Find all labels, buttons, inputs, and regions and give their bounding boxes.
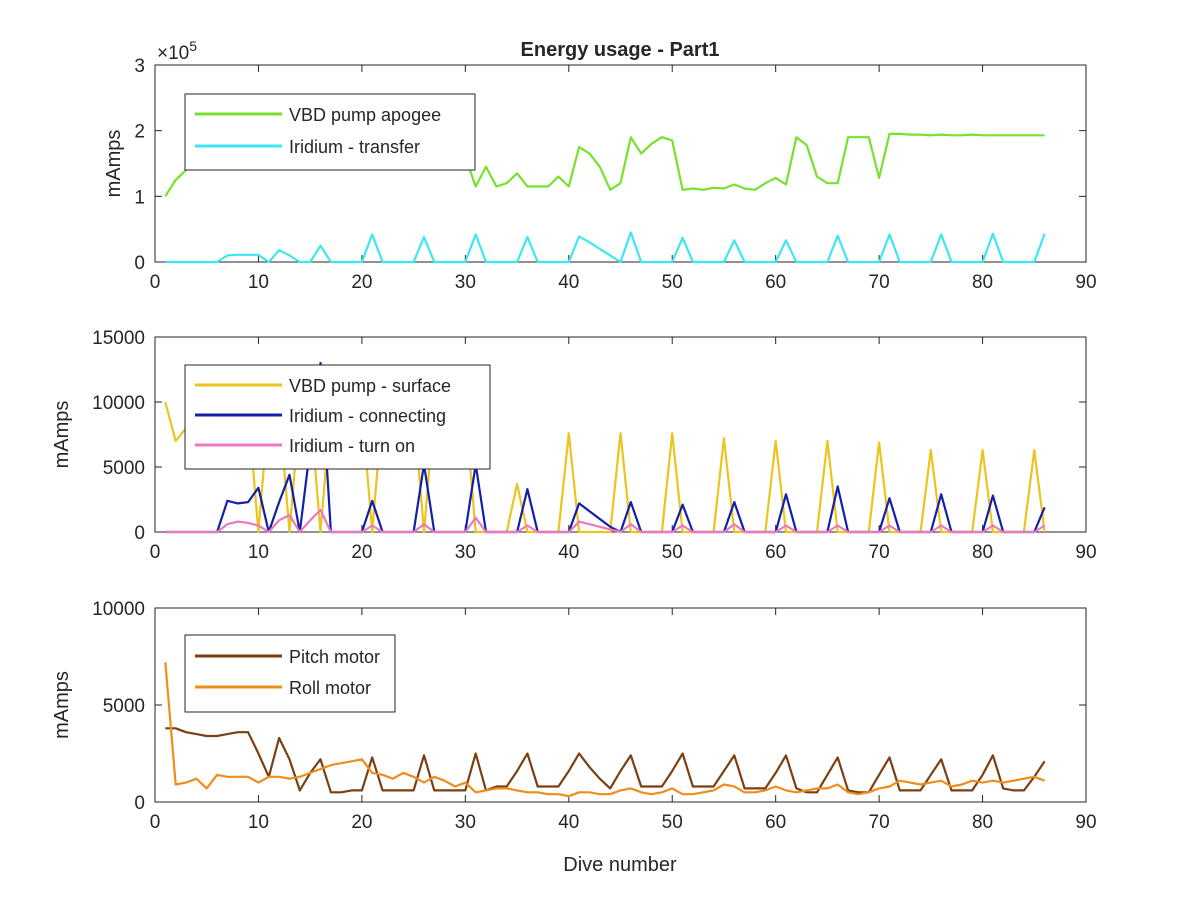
x-tick-label: 10 xyxy=(248,272,269,293)
figure-title: Energy usage - Part1 xyxy=(521,39,720,61)
x-tick-label: 80 xyxy=(972,542,993,563)
x-tick-label: 30 xyxy=(455,812,476,833)
legend-label: VBD pump apogee xyxy=(289,105,441,125)
series-line-pitch-motor xyxy=(165,727,1046,794)
legend-box xyxy=(184,634,396,713)
legend-label: Roll motor xyxy=(289,678,371,698)
subplot-1: 0 10 20 30 40 50 60 70 80 90 0 1 2 3 ×105 mAmps VBD pump… xyxy=(103,38,1097,293)
x-tick-label: 90 xyxy=(1075,272,1096,293)
y-exponent-power: 5 xyxy=(189,38,197,54)
x-tick-label: 20 xyxy=(351,812,372,833)
y-tick-label: 2 xyxy=(134,122,145,143)
subplot-2: 0 10 20 30 40 50 60 70 80 90 0 5000 10000 15000 mAmps V… xyxy=(51,328,1097,563)
x-tick-label: 10 xyxy=(248,812,269,833)
x-tick-label: 20 xyxy=(351,542,372,563)
legend-label: Iridium - connecting xyxy=(289,406,446,426)
x-tick-label: 0 xyxy=(150,272,161,293)
x-tick-label: 40 xyxy=(558,542,579,563)
x-tick-label: 30 xyxy=(455,272,476,293)
y-tick-label: 3 xyxy=(134,56,145,77)
y-exponent-label: ×105 xyxy=(157,38,197,64)
y-axis-label: mAmps xyxy=(51,671,73,739)
x-tick-label: 60 xyxy=(765,812,786,833)
x-tick-label: 50 xyxy=(662,272,683,293)
legend-box xyxy=(184,364,491,470)
series-line-iridium-turn-on xyxy=(165,508,1046,534)
y-tick-label: 5000 xyxy=(103,458,145,479)
y-tick-label: 5000 xyxy=(103,696,145,717)
legend-label: VBD pump - surface xyxy=(289,376,451,396)
y-tick-label: 10000 xyxy=(92,599,145,620)
x-tick-label: 90 xyxy=(1075,542,1096,563)
x-tick-label: 0 xyxy=(150,542,161,563)
legend-label: Iridium - turn on xyxy=(289,436,415,456)
y-axis-label: mAmps xyxy=(51,401,73,469)
subplot-3: 0 10 20 30 40 50 60 70 80 90 0 5000 10000 mAmps Pitch … xyxy=(51,599,1097,833)
y-tick-label: 15000 xyxy=(92,328,145,349)
y-tick-label: 0 xyxy=(134,253,145,274)
y-axis-label: mAmps xyxy=(103,130,125,198)
x-tick-label: 20 xyxy=(351,272,372,293)
x-tick-label: 70 xyxy=(869,272,890,293)
legend-label: Pitch motor xyxy=(289,647,380,667)
x-tick-label: 10 xyxy=(248,542,269,563)
y-tick-label: 1 xyxy=(134,187,145,208)
x-tick-label: 60 xyxy=(765,542,786,563)
x-tick-label: 0 xyxy=(150,812,161,833)
x-tick-label: 70 xyxy=(869,812,890,833)
series-line-iridium-transfer xyxy=(165,231,1046,264)
x-tick-label: 50 xyxy=(662,542,683,563)
x-tick-label: 50 xyxy=(662,812,683,833)
y-tick-label: 10000 xyxy=(92,393,145,414)
series-line-roll-motor xyxy=(164,662,1045,798)
x-tick-label: 80 xyxy=(972,812,993,833)
x-tick-label: 80 xyxy=(972,272,993,293)
x-tick-label: 90 xyxy=(1075,812,1096,833)
legend: Pitch motor Roll motor xyxy=(184,634,396,713)
y-tick-label: 0 xyxy=(134,793,145,814)
legend-box xyxy=(184,93,476,171)
x-tick-label: 40 xyxy=(558,272,579,293)
x-tick-label: 60 xyxy=(765,272,786,293)
legend-label: Iridium - transfer xyxy=(289,137,420,157)
y-tick-label: 0 xyxy=(134,523,145,544)
legend: VBD pump apogee Iridium - transfer xyxy=(184,93,476,171)
legend: VBD pump - surface Iridium - connecting Ir… xyxy=(184,364,491,470)
x-tick-label: 70 xyxy=(869,542,890,563)
x-tick-label: 30 xyxy=(455,542,476,563)
x-axis-label: Dive number xyxy=(563,854,677,876)
x-tick-label: 40 xyxy=(558,812,579,833)
